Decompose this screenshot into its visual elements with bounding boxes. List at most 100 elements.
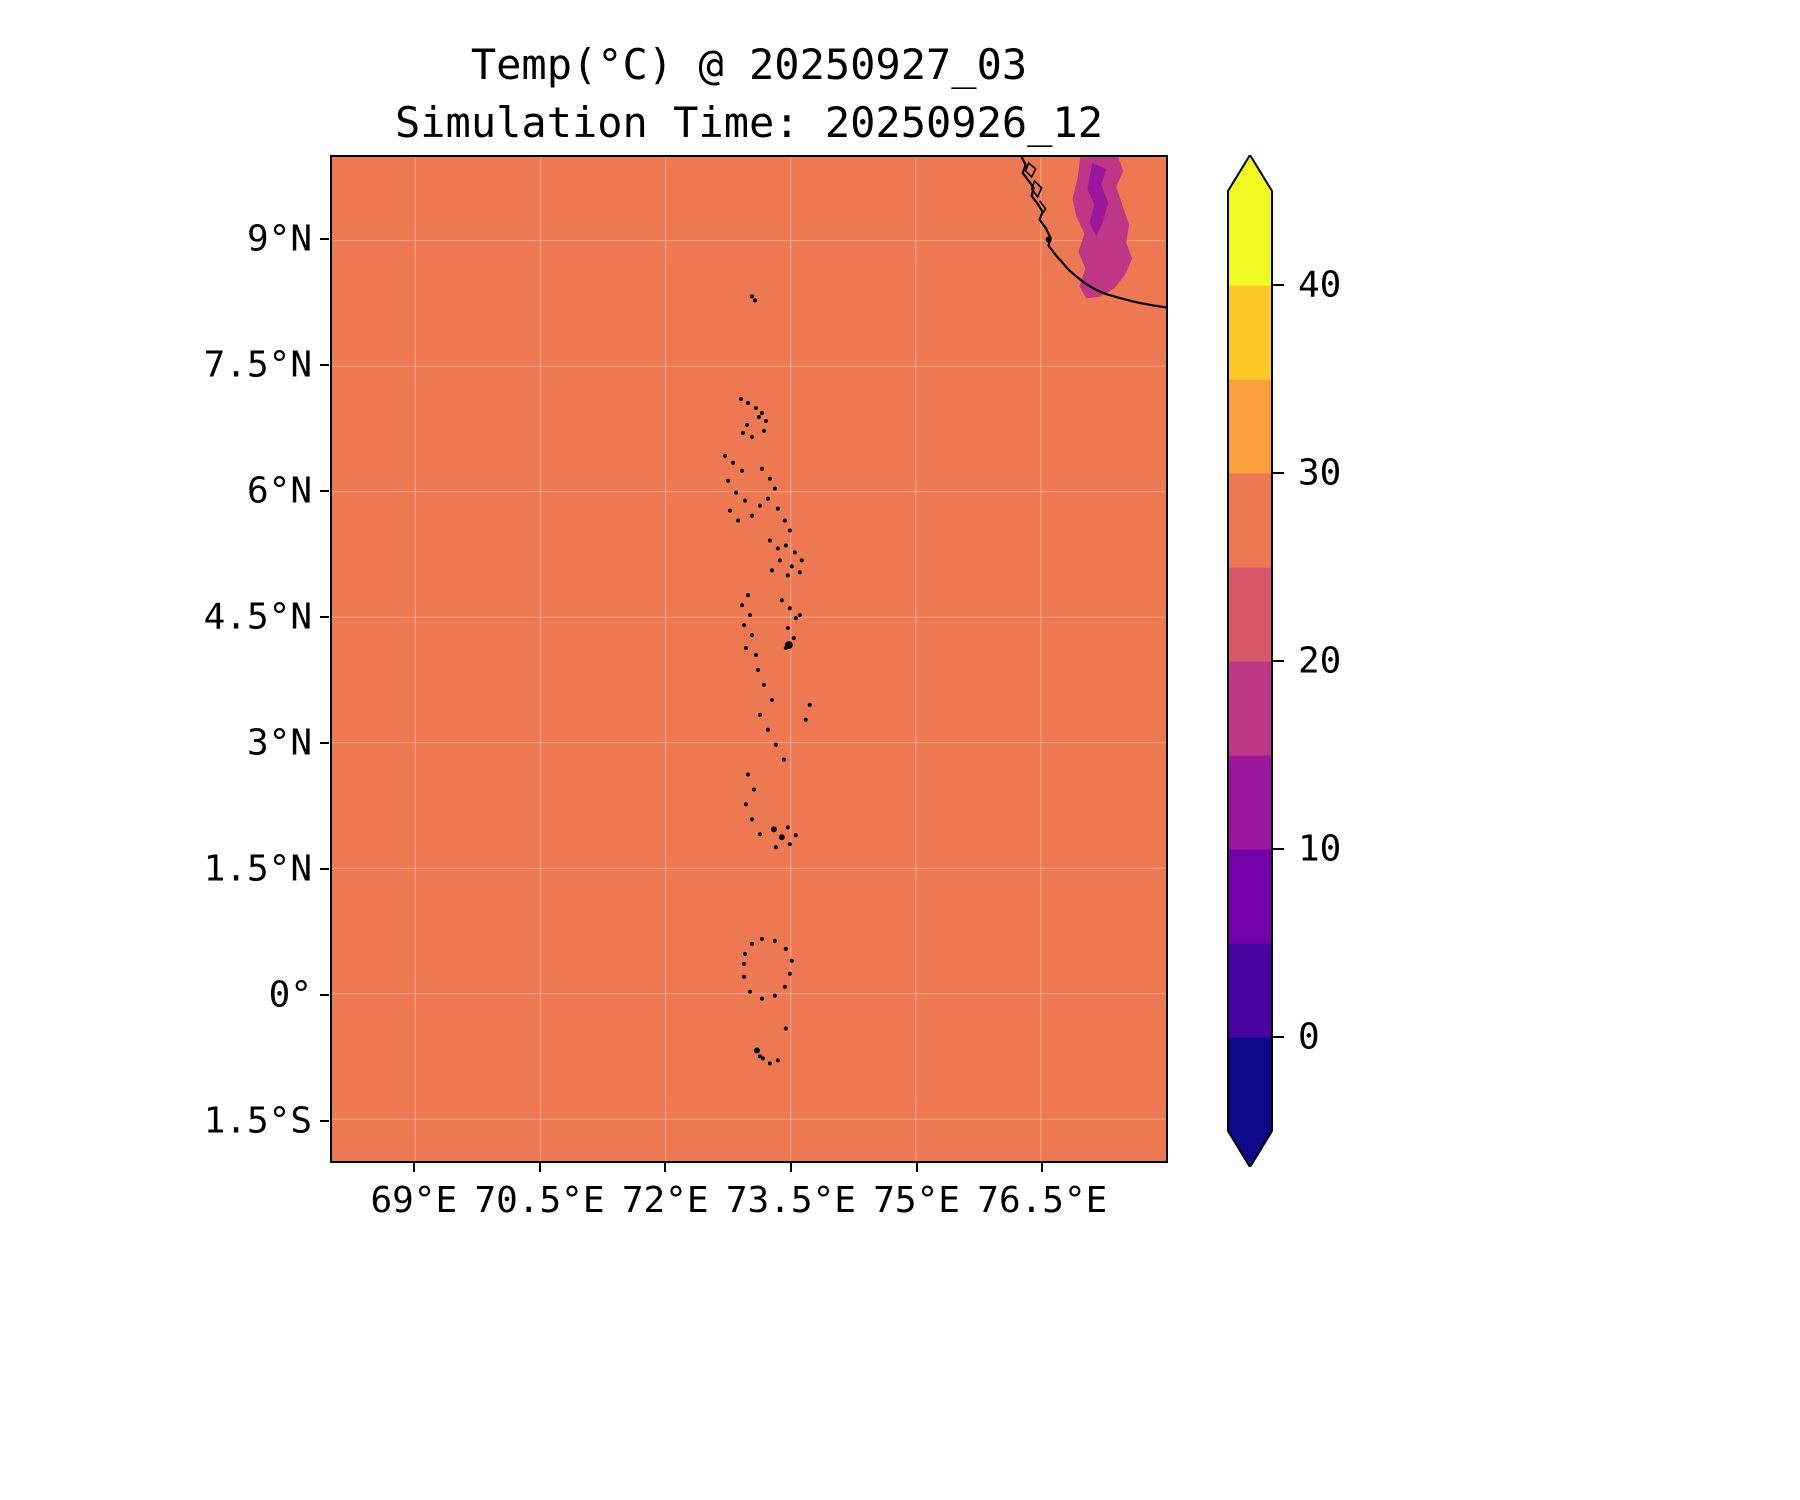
island-dot (769, 697, 774, 702)
plot-title-line2: Simulation Time: 20250926_12 (394, 98, 1103, 147)
island-dot (755, 667, 760, 672)
island-dot (759, 936, 764, 941)
island-dot (773, 742, 778, 747)
plot-title-line1: Temp(°C) @ 20250927_03 (470, 40, 1028, 89)
y-tick-label: 9°N (246, 218, 312, 260)
island-dot (807, 702, 812, 707)
island-dot (772, 993, 777, 998)
island-dot (742, 974, 747, 979)
y-tick-label: 7.5°N (203, 344, 312, 386)
island-dot (775, 506, 780, 511)
island-dot (743, 498, 748, 503)
colorbar-tick-label: 10 (1298, 828, 1342, 870)
island-dot (781, 757, 786, 762)
island-dot (759, 466, 764, 471)
colorbar-band (1228, 567, 1272, 662)
x-tick-mark (1041, 1163, 1044, 1172)
island-dot (793, 616, 798, 621)
island-dot (749, 434, 754, 439)
island-dot (784, 641, 793, 650)
island-dot (773, 845, 778, 850)
island-dot (783, 543, 788, 548)
x-tick-mark (915, 1163, 918, 1172)
island-dot (1045, 236, 1052, 243)
island-dot (775, 546, 780, 551)
colorbar-outline (1227, 155, 1273, 1167)
colorbar-band (1228, 285, 1272, 380)
island-dot (757, 832, 762, 837)
colorbar-band (1228, 379, 1272, 474)
x-tick-label: 76.5°E (977, 1180, 1108, 1221)
island-dot (748, 613, 752, 618)
y-tick-label: 4.5°N (203, 596, 312, 638)
colorbar-tick-label: 0 (1298, 1016, 1320, 1058)
island-dot (740, 468, 745, 473)
island-dot (759, 996, 764, 1001)
y-tick-mark (320, 364, 329, 366)
island-dot (787, 606, 792, 611)
island-dot (749, 513, 754, 518)
island-dot (749, 633, 754, 638)
backwater-channel (1038, 200, 1047, 216)
island-dot (731, 460, 736, 465)
island-dot (777, 558, 782, 563)
y-tick-label: 3°N (246, 722, 312, 764)
island-dot (793, 833, 798, 838)
island-dot (734, 490, 739, 495)
map-svg (332, 157, 1166, 1161)
island-dot (778, 834, 785, 841)
island-dot (753, 653, 758, 658)
island-dot (761, 682, 766, 687)
island-dot (763, 418, 768, 423)
island-dot (797, 613, 802, 618)
island-dot (743, 951, 748, 956)
island-dot (772, 486, 777, 491)
island-dot (746, 401, 750, 406)
coastline-india (1020, 157, 1166, 309)
x-tick-label: 73.5°E (725, 1180, 856, 1221)
colorbar-under-arrow (1228, 1131, 1272, 1167)
island-dot (767, 476, 772, 481)
y-tick-mark (320, 616, 329, 618)
island-dot (746, 772, 750, 777)
island-dot (760, 1056, 765, 1061)
y-tick-mark (320, 238, 329, 240)
y-tick-mark (320, 868, 329, 870)
island-dot (744, 646, 749, 651)
colorbar-band (1228, 943, 1272, 1038)
island-dot (769, 568, 774, 573)
island-dot (728, 508, 733, 513)
island-dot (787, 971, 792, 976)
island-dot (751, 787, 756, 792)
island-dot (772, 938, 777, 943)
island-dot (749, 817, 754, 822)
island-dot (782, 984, 787, 989)
island-dot (783, 1026, 788, 1031)
x-tick-label: 70.5°E (474, 1180, 605, 1221)
colorbar-band (1228, 1037, 1272, 1132)
map-plot (330, 155, 1168, 1163)
island-dot (792, 550, 797, 555)
island-dot (744, 802, 749, 807)
island-dot (746, 593, 750, 598)
island-dot (739, 397, 744, 402)
island-dot (782, 518, 787, 523)
island-dot (799, 558, 804, 563)
island-dot (785, 825, 790, 830)
y-tick-mark (320, 490, 329, 492)
colorbar-band (1228, 849, 1272, 944)
y-tick-label: 6°N (246, 470, 312, 512)
island-dot (753, 1047, 760, 1054)
island-dot (745, 422, 749, 427)
island-dot (779, 598, 784, 603)
island-dot (767, 538, 772, 543)
island-dot (759, 410, 764, 415)
x-tick-mark (538, 1163, 541, 1172)
island-dot (783, 946, 788, 951)
island-dot (803, 717, 808, 722)
island-dot (736, 518, 741, 523)
island-dot (785, 626, 790, 631)
island-dot (757, 1054, 762, 1059)
backwater-channel (1024, 161, 1037, 179)
